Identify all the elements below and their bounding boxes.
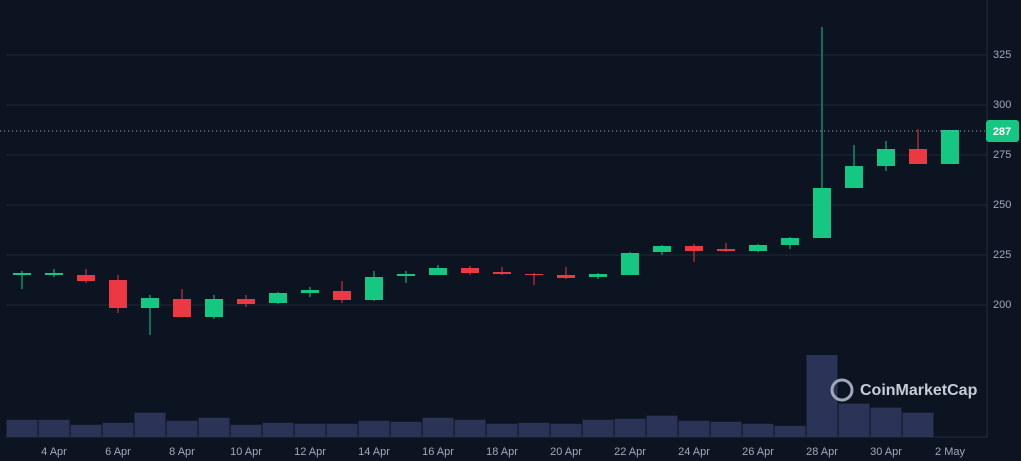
candle-body [909, 149, 927, 164]
x-tick-label: 26 Apr [742, 446, 774, 458]
volume-bar [262, 422, 294, 437]
watermark: CoinMarketCap [830, 378, 978, 402]
candle-body [429, 268, 447, 275]
volume-bar [38, 419, 70, 437]
candle-body [45, 273, 63, 275]
candle-body [333, 291, 351, 300]
volume-bar [326, 423, 358, 437]
x-tick-label: 2 May [935, 446, 965, 458]
candle-body [653, 246, 671, 252]
volume-bar [742, 423, 774, 437]
x-tick-label: 20 Apr [550, 446, 582, 458]
candle-body [109, 280, 127, 308]
candle-body [941, 130, 959, 164]
last-price-box [986, 120, 1019, 142]
volume-bar [582, 419, 614, 437]
candle-body [77, 275, 95, 281]
x-tick-label: 12 Apr [294, 446, 326, 458]
volume-bar [550, 423, 582, 437]
x-tick-label: 30 Apr [870, 446, 902, 458]
candle-body [525, 274, 543, 275]
volume-bar [70, 424, 102, 437]
last-price-label: 287 [993, 126, 1011, 138]
x-tick-label: 8 Apr [169, 446, 195, 458]
volume-bar [838, 403, 870, 437]
x-tick-label: 18 Apr [486, 446, 518, 458]
x-tick-label: 22 Apr [614, 446, 646, 458]
x-tick-label: 24 Apr [678, 446, 710, 458]
candle-body [493, 272, 511, 274]
x-tick-label: 10 Apr [230, 446, 262, 458]
volume-bar [454, 419, 486, 437]
y-tick-label: 200 [993, 299, 1011, 311]
candle-body [589, 274, 607, 277]
volume-bar [486, 423, 518, 437]
candle-body [717, 249, 735, 251]
volume-bar [294, 423, 326, 437]
candle-body [781, 238, 799, 245]
candle-body [845, 166, 863, 188]
y-tick-label: 325 [993, 49, 1011, 61]
candle-body [685, 246, 703, 251]
candle-body [461, 268, 479, 273]
volume-bar [166, 420, 198, 437]
logo [830, 378, 854, 402]
volume-bar [518, 422, 550, 437]
volume-bar [774, 425, 806, 437]
y-tick-label: 275 [993, 149, 1011, 161]
x-tick-label: 28 Apr [806, 446, 838, 458]
candle-body [13, 273, 31, 275]
candle-body [237, 299, 255, 304]
volume-bar [134, 412, 166, 437]
candle-body [813, 188, 831, 238]
y-tick-label: 300 [993, 99, 1011, 111]
candle-body [621, 253, 639, 275]
x-tick-label: 16 Apr [422, 446, 454, 458]
volume-bar [358, 420, 390, 437]
candle-body [205, 299, 223, 317]
candle-body [397, 274, 415, 276]
candle-body [877, 149, 895, 166]
candle-body [269, 293, 287, 303]
y-tick-label: 225 [993, 249, 1011, 261]
volume-bar [902, 412, 934, 437]
x-tick-label: 14 Apr [358, 446, 390, 458]
candle-body [141, 298, 159, 308]
volume-bar [710, 421, 742, 437]
volume-bar [614, 418, 646, 437]
volume-bar [870, 407, 902, 437]
y-tick-label: 250 [993, 199, 1011, 211]
x-tick-label: 6 Apr [105, 446, 131, 458]
volume-bar [422, 417, 454, 437]
candle-body [557, 275, 575, 278]
volume-bar [198, 417, 230, 437]
volume-bar [102, 422, 134, 437]
candle-body [173, 299, 191, 317]
watermark-text: CoinMarketCap [860, 382, 978, 399]
x-tick-label: 4 Apr [41, 446, 67, 458]
candle-body [301, 290, 319, 293]
volume-bar [6, 419, 38, 437]
volume-bar [646, 415, 678, 437]
volume-bar [230, 424, 262, 437]
volume-bar [678, 420, 710, 437]
volume-bar [390, 421, 422, 437]
candle-body [749, 245, 767, 251]
candle-body [365, 277, 383, 300]
